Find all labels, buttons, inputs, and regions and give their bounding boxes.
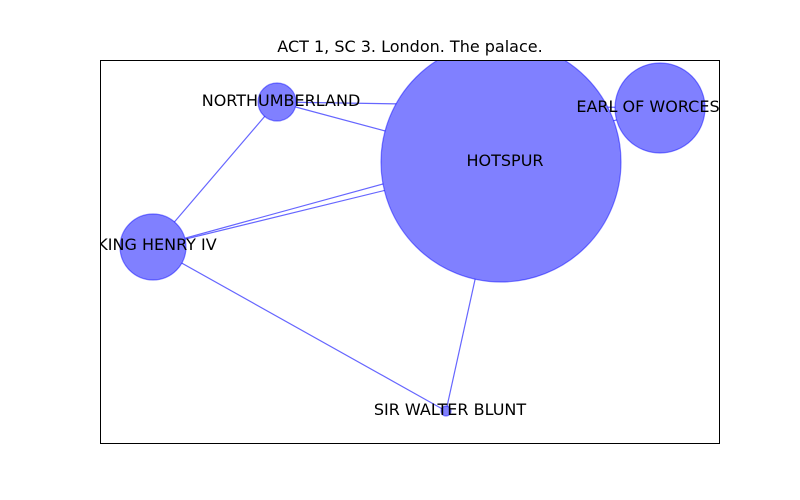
node-northumberland [257,82,297,122]
chart-title: ACT 1, SC 3. London. The palace. [277,37,542,56]
node-king-henry-iv [119,213,187,281]
nodes-layer [119,60,706,417]
node-label-northumberland: NORTHUMBERLAND [202,91,361,110]
node-label-king-henry-iv: KING HENRY IV [97,235,216,254]
node-label-hotspur: HOTSPUR [466,151,543,170]
node-hotspur [380,60,622,283]
node-sir-walter-blunt [440,405,452,417]
node-earl-of-worcester [614,62,706,154]
labels-layer: HOTSPUR EARL OF WORCES NORTHUMBERLAND KING … [97,91,720,419]
node-label-sir-walter-blunt: SIR WALTER BLUNT [374,400,527,419]
plot-frame [100,60,720,444]
edge-king-henry-iv-sir-walter-blunt [152,246,447,412]
node-label-earl-of-worcester: EARL OF WORCES [576,97,719,116]
plot-area: HOTSPUR EARL OF WORCES NORTHUMBERLAND KING … [97,60,720,419]
